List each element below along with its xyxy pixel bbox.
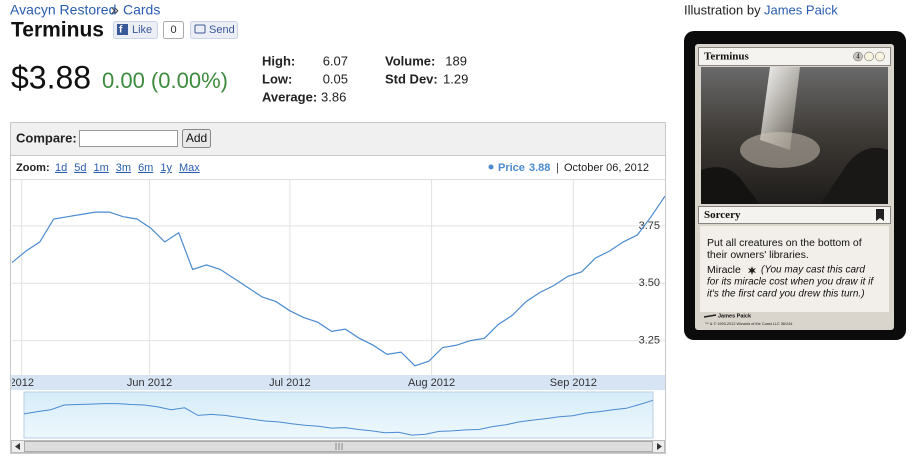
card-reminder-line: (You may cast this card [761, 265, 865, 276]
artist-brush [703, 314, 717, 318]
navigator[interactable] [23, 391, 654, 439]
breadcrumb-link[interactable]: Avacyn Restored [10, 2, 116, 18]
stat-value: 189 [445, 53, 467, 68]
y-tick-label: 3.50 [639, 277, 660, 289]
art-rocks [701, 167, 760, 204]
compare-input[interactable] [79, 130, 178, 147]
like-count-box [163, 21, 184, 39]
x-tick-label: Aug 2012 [408, 377, 455, 389]
price-line [12, 195, 665, 367]
y-tick-label: 3.25 [639, 334, 660, 346]
card-artist: James Paick [718, 313, 752, 319]
fb-icon [117, 24, 128, 35]
breadcrumb-link[interactable]: Cards [123, 2, 160, 18]
y-tick-label: 3.75 [639, 220, 660, 232]
card-rules-line: their owners' libraries. [707, 249, 809, 261]
mana-symbol [853, 51, 863, 62]
stat-label: Low: [262, 71, 292, 86]
legend-value: 3.88 [529, 162, 550, 174]
zoom-option[interactable]: 1y [160, 162, 172, 174]
stat-value: 0.05 [323, 71, 348, 86]
card-name-bar [698, 47, 891, 66]
add-label: Add [186, 131, 207, 145]
compare-label: Compare: [16, 130, 77, 145]
stat-value: 3.86 [321, 89, 346, 104]
card-title: Terminus [11, 19, 104, 42]
stat-label: Average: [262, 89, 317, 104]
x-axis-band [11, 375, 665, 390]
x-tick-label: Jul 2012 [269, 377, 311, 389]
navigator-line [23, 399, 654, 436]
stat-value: 1.29 [443, 71, 468, 86]
x-tick-label: 2012 [9, 377, 33, 389]
card-name: Terminus [704, 51, 750, 63]
card-reminder-line: it's the first card you drew this turn.) [707, 289, 865, 300]
stat-label: Std Dev: [385, 71, 438, 86]
scroll-right-arrow[interactable] [657, 443, 662, 450]
add-box [182, 129, 211, 148]
add-button[interactable]: Add [182, 129, 211, 148]
art-light-beam [760, 67, 800, 150]
scroll-left-arrow[interactable] [15, 443, 20, 450]
legend-name: Price [498, 162, 525, 174]
zoom-option[interactable]: 3m [116, 162, 131, 174]
art-glow [740, 132, 820, 168]
card-text-box [700, 226, 889, 312]
card-reminder-line: for its miracle cost when you draw it if [707, 277, 874, 288]
breadcrumb-separator: » [111, 2, 119, 18]
stat-value: 6.07 [323, 53, 348, 68]
price-change: 0.00 (0.00%) [102, 68, 228, 93]
mana-symbol [864, 51, 874, 62]
fb-icon-letter: f [119, 25, 123, 36]
zoom-option[interactable]: Max [179, 162, 200, 174]
zoom-label: Zoom: [16, 162, 50, 174]
stat-label: Volume: [385, 53, 435, 68]
zoom-option[interactable]: 6m [138, 162, 153, 174]
legend-dot [488, 164, 494, 170]
send-box [190, 21, 238, 39]
scrollbar-grip [335, 443, 343, 450]
zoom-option[interactable]: 1d [55, 162, 67, 174]
card-type: Sorcery [704, 209, 741, 221]
artist-link[interactable]: James Paick [764, 2, 838, 17]
zoom-option[interactable]: 5d [74, 162, 86, 174]
card-rules-line: Put all creatures on the bottom of [707, 237, 862, 249]
send-icon [194, 24, 206, 34]
x-tick-label: Jun 2012 [127, 377, 172, 389]
card-image: Terminus 4 Sorcery Put all creatures on … [684, 31, 906, 340]
zoom-option[interactable]: 1m [94, 162, 109, 174]
mana-symbol [875, 51, 885, 62]
legend-date: October 06, 2012 [564, 162, 649, 174]
illustration-label: Illustration by [684, 2, 761, 17]
like-count: 0 [170, 24, 176, 36]
send-button[interactable]: Send [190, 21, 238, 39]
set-symbol [876, 209, 884, 221]
legend-separator: | [556, 162, 559, 174]
current-price: $3.88 [11, 59, 91, 95]
send-label: Send [209, 24, 235, 36]
art-rocks [820, 147, 888, 204]
like-label: Like [132, 24, 152, 36]
like-button[interactable]: f Like [113, 21, 158, 39]
x-tick-label: Sep 2012 [550, 377, 597, 389]
card-type-bar [698, 206, 891, 224]
mana-cost: 4 [856, 53, 860, 61]
stat-label: High: [262, 53, 295, 68]
card-copyright: ™ & © 1993-2012 Wizards of the Coast LLC… [705, 322, 792, 326]
card-keyword: Miracle [707, 264, 741, 276]
miracle-symbol [748, 266, 756, 275]
